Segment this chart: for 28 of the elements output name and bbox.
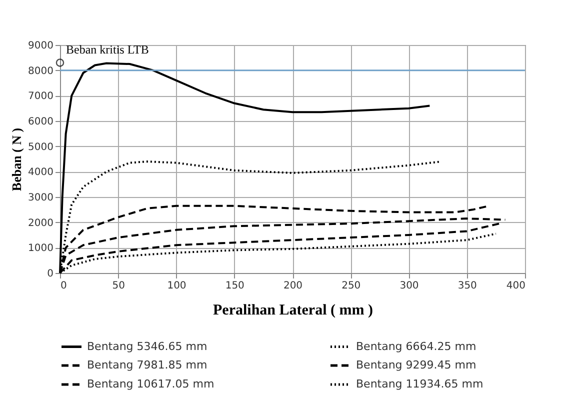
x-tick-label: 150 [225, 280, 244, 292]
y-tick-label: 8000 [28, 66, 54, 77]
x-tick-label: 50 [112, 280, 125, 292]
y-tick-label: 2000 [28, 218, 54, 229]
legend-label: Bentang 11934.65 mm [356, 378, 484, 390]
x-tick-label: 200 [283, 280, 303, 292]
y-tick-label: 5000 [28, 142, 54, 153]
x-tick-label: 100 [167, 280, 186, 292]
x-tick-label: 400 [506, 280, 526, 292]
y-tick-label: 3000 [28, 192, 54, 204]
x-axis-title: Peralihan Lateral ( mm ) [213, 302, 373, 318]
legend-label: Bentang 7981.85 mm [87, 358, 208, 372]
y-tick-label: 9000 [28, 40, 54, 52]
y-tick-label: 0 [47, 268, 54, 280]
y-tick-label: 1000 [28, 243, 54, 254]
x-tick-label: 250 [342, 280, 361, 292]
y-tick-label: 7000 [28, 91, 54, 102]
y-axis-title: Beban ( N ) [9, 128, 24, 192]
y-tick-label: 6000 [28, 116, 54, 128]
legend-label: Bentang 6664.25 mm [356, 340, 476, 353]
y-tick-label: 4000 [28, 167, 54, 178]
legend-label: Bentang 5346.65 mm [87, 340, 208, 353]
annotation: Beban kritis LTB [66, 42, 149, 57]
x-tick-label: 300 [400, 280, 419, 292]
x-tick-label: 350 [458, 280, 477, 292]
legend-label: Bentang 10617.05 mm [87, 378, 214, 390]
x-tick-label: 0 [60, 280, 67, 292]
legend-label: Bentang 9299.45 mm [356, 358, 476, 372]
